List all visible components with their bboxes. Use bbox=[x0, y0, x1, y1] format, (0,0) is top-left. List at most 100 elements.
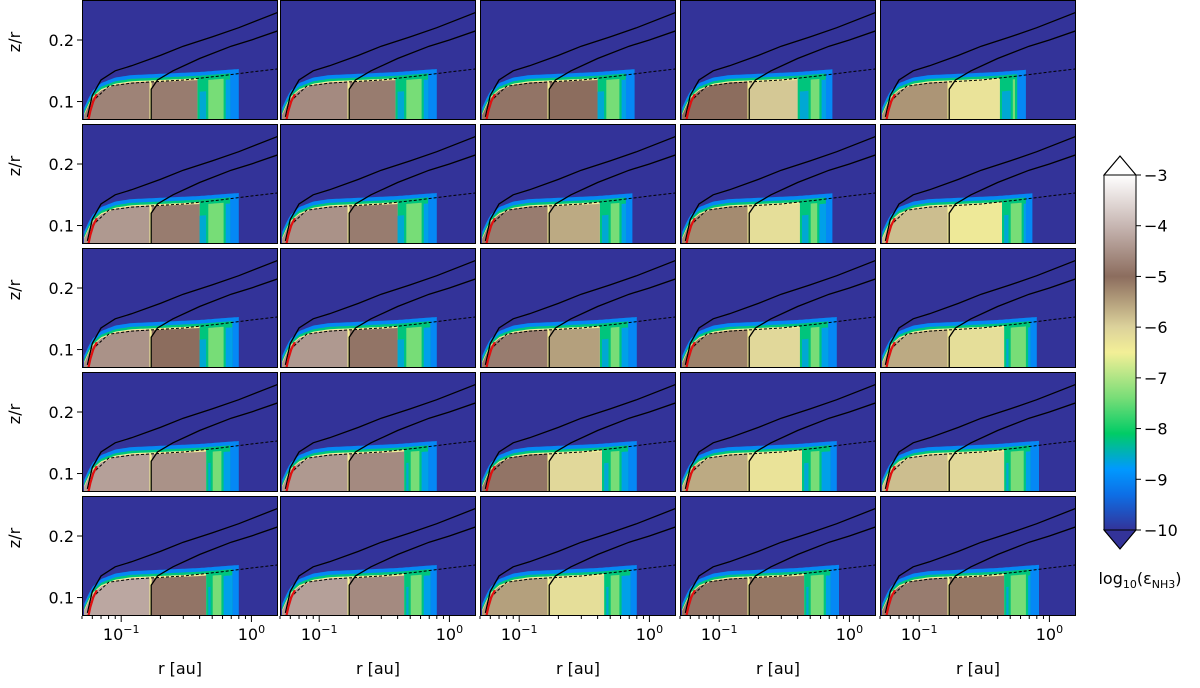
outer-ring bbox=[406, 326, 422, 368]
outer-ring bbox=[610, 326, 620, 368]
inner-core bbox=[282, 577, 348, 616]
outer-core bbox=[349, 80, 396, 120]
panel-frame bbox=[480, 372, 676, 492]
outer-core bbox=[349, 575, 405, 616]
contour-solid-1 bbox=[948, 278, 1076, 368]
inner-core bbox=[482, 577, 548, 616]
colorbar-tick-label: −4 bbox=[1144, 217, 1168, 236]
panel-r1-c3 bbox=[480, 0, 676, 120]
contour-dashed-2 bbox=[289, 440, 476, 474]
outer-ring bbox=[810, 78, 820, 120]
outer-core bbox=[349, 204, 398, 244]
colorbar-tick-label: −10 bbox=[1144, 521, 1178, 540]
outer-edge bbox=[225, 79, 231, 120]
x-tick-label: 100 bbox=[836, 623, 863, 644]
y-tick-label: 0.2 bbox=[49, 403, 74, 422]
outer-core bbox=[749, 327, 800, 368]
contour-solid-1 bbox=[948, 526, 1076, 616]
panel-r5-c3: 10−1 100 bbox=[479, 496, 676, 644]
panel-frame bbox=[82, 0, 278, 120]
outer-edge bbox=[821, 327, 829, 368]
contour-solid-0 bbox=[284, 11, 476, 118]
contour-solid-0 bbox=[86, 135, 278, 242]
contour-red-3 bbox=[885, 341, 896, 368]
panel-grid: 0.10.20.10.20.10.20.10.20.10.210−1 100 10−… bbox=[49, 0, 1076, 644]
panel-frame bbox=[82, 248, 278, 368]
outer-core bbox=[549, 327, 600, 368]
colorbar-tick-label: −3 bbox=[1144, 166, 1168, 185]
contour-solid-0 bbox=[684, 11, 876, 118]
panel-r2-c4 bbox=[680, 124, 876, 244]
outer-edge bbox=[223, 451, 231, 492]
panel-r3-c5 bbox=[880, 248, 1076, 368]
y-tick-label: 0.2 bbox=[49, 279, 74, 298]
colorbar-label: log10(εNH3) bbox=[1098, 569, 1181, 591]
outer-core bbox=[749, 80, 798, 120]
depletion-gap bbox=[597, 91, 605, 120]
contour-dashed-2 bbox=[489, 564, 676, 598]
contour-solid-0 bbox=[684, 259, 876, 366]
contour-solid-1 bbox=[548, 154, 676, 244]
outer-ring bbox=[208, 202, 224, 244]
colorbar-extend-top bbox=[1102, 155, 1138, 176]
panel-r4-c1: 0.1 0.2 bbox=[49, 372, 278, 492]
outer-edge bbox=[621, 575, 631, 616]
panel-frame bbox=[680, 372, 876, 492]
contour-red-3 bbox=[285, 217, 296, 244]
x-axis-title: r [au] bbox=[356, 659, 400, 678]
panel-r1-c2 bbox=[280, 0, 476, 120]
contour-dashed-2 bbox=[289, 192, 476, 226]
outer-ring bbox=[212, 450, 222, 492]
inner-core bbox=[84, 81, 150, 120]
contour-red-3 bbox=[885, 589, 896, 616]
depletion-gap bbox=[199, 91, 207, 120]
x-axis-title: r [au] bbox=[756, 659, 800, 678]
contour-solid-0 bbox=[484, 507, 676, 614]
inner-core bbox=[882, 453, 948, 492]
contour-solid-1 bbox=[748, 30, 876, 120]
outer-ring bbox=[1010, 450, 1024, 492]
contour-red-3 bbox=[87, 341, 98, 368]
outer-edge bbox=[621, 79, 626, 120]
panel-frame bbox=[680, 124, 876, 244]
contour-solid-1 bbox=[748, 526, 876, 616]
x-tick-label: 10−1 bbox=[901, 623, 938, 644]
contour-red-3 bbox=[87, 93, 98, 120]
panel-r5-c4: 10−1 100 bbox=[679, 496, 876, 644]
colorbar-tick-label: −6 bbox=[1144, 318, 1168, 337]
contour-solid-0 bbox=[484, 135, 676, 242]
contour-red-3 bbox=[685, 589, 696, 616]
depletion-gap bbox=[604, 462, 609, 492]
panel-r5-c2: 10−1 100 bbox=[279, 496, 476, 644]
outer-ring bbox=[810, 574, 824, 616]
outer-core bbox=[549, 203, 600, 244]
contour-solid-1 bbox=[150, 402, 278, 492]
contour-solid-0 bbox=[884, 135, 1076, 242]
panel-r1-c1: 0.1 0.2 bbox=[49, 0, 278, 120]
panel-frame bbox=[82, 496, 278, 616]
colorbar-tick-label: −7 bbox=[1144, 369, 1168, 388]
outer-core bbox=[151, 204, 200, 244]
y-axis-labels: z/r z/r z/r z/r z/r bbox=[5, 31, 24, 548]
outer-edge bbox=[621, 327, 629, 368]
panel-frame bbox=[680, 0, 876, 120]
depletion-gap bbox=[799, 90, 809, 120]
contour-solid-0 bbox=[884, 383, 1076, 490]
panel-frame bbox=[280, 372, 476, 492]
outer-edge bbox=[1023, 203, 1026, 244]
outer-ring bbox=[610, 202, 620, 244]
contour-red-3 bbox=[285, 465, 296, 492]
contour-dashed-2 bbox=[689, 564, 876, 598]
outer-ring bbox=[410, 450, 420, 492]
depletion-gap bbox=[406, 586, 409, 616]
contour-solid-1 bbox=[150, 526, 278, 616]
outer-edge bbox=[621, 203, 626, 244]
outer-ring bbox=[610, 574, 620, 616]
x-axis-labels: r [au] r [au] r [au] r [au] r [au] bbox=[158, 659, 1000, 678]
outer-ring bbox=[208, 78, 224, 120]
outer-ring bbox=[406, 202, 422, 244]
inner-core bbox=[682, 205, 748, 244]
inner-core bbox=[282, 453, 348, 492]
inner-core bbox=[282, 205, 348, 244]
